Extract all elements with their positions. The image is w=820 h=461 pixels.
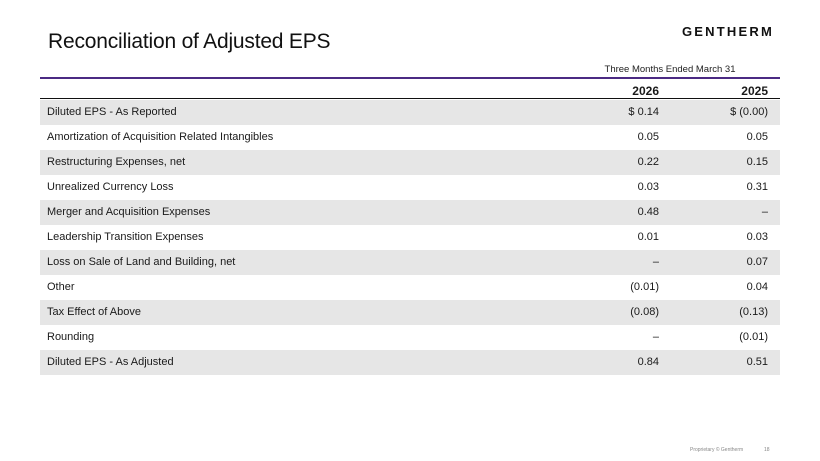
- page-title: Reconciliation of Adjusted EPS: [48, 30, 331, 53]
- value-2026: 0.01: [637, 231, 659, 243]
- row-label: Restructuring Expenses, net: [47, 156, 186, 168]
- row-label: Diluted EPS - As Reported: [47, 106, 177, 118]
- value-2025: 0.03: [746, 231, 768, 243]
- year-header-row: 2026 2025: [40, 84, 780, 98]
- value-2026: $ 0.14: [628, 106, 659, 118]
- value-2026: 0.05: [637, 131, 659, 143]
- value-2025: (0.13): [739, 306, 768, 318]
- table-row: Unrealized Currency Loss 0.03 0.31: [40, 175, 780, 200]
- column-header-2026: 2026: [632, 84, 659, 98]
- value-2025: 0.05: [746, 131, 768, 143]
- table-row: Loss on Sale of Land and Building, net –…: [40, 250, 780, 275]
- row-label: Merger and Acquisition Expenses: [47, 206, 211, 218]
- table-row: Tax Effect of Above (0.08) (0.13): [40, 300, 780, 325]
- period-header: Three Months Ended March 31: [604, 64, 736, 75]
- value-2025: 0.04: [746, 281, 768, 293]
- eps-table: Diluted EPS - As Reported $ 0.14 $ (0.00…: [40, 100, 780, 375]
- row-label: Other: [47, 281, 75, 293]
- row-label: Tax Effect of Above: [47, 306, 141, 318]
- table-row: Restructuring Expenses, net 0.22 0.15: [40, 150, 780, 175]
- value-2025: 0.31: [746, 181, 768, 193]
- table-row: Merger and Acquisition Expenses 0.48 –: [40, 200, 780, 225]
- value-2025: 0.07: [746, 256, 768, 268]
- table-row: Rounding – (0.01): [40, 325, 780, 350]
- gentherm-logo: GENTHERM: [682, 24, 774, 39]
- column-header-rule: [40, 98, 780, 99]
- table-row: Other (0.01) 0.04: [40, 275, 780, 300]
- table-row: Diluted EPS - As Adjusted 0.84 0.51: [40, 350, 780, 375]
- value-2025: (0.01): [739, 331, 768, 343]
- table-row: Amortization of Acquisition Related Inta…: [40, 125, 780, 150]
- value-2026: (0.01): [630, 281, 659, 293]
- value-2026: (0.08): [630, 306, 659, 318]
- row-label: Unrealized Currency Loss: [47, 181, 174, 193]
- value-2026: 0.48: [637, 206, 659, 218]
- value-2025: 0.51: [746, 356, 768, 368]
- value-2025: $ (0.00): [730, 106, 768, 118]
- value-2026: 0.84: [637, 356, 659, 368]
- value-2026: –: [652, 256, 659, 268]
- value-2026: 0.03: [637, 181, 659, 193]
- table-row: Leadership Transition Expenses 0.01 0.03: [40, 225, 780, 250]
- page-number: 18: [764, 447, 770, 453]
- row-label: Leadership Transition Expenses: [47, 231, 204, 243]
- value-2025: –: [761, 206, 768, 218]
- value-2025: 0.15: [746, 156, 768, 168]
- row-label: Diluted EPS - As Adjusted: [47, 356, 174, 368]
- value-2026: –: [652, 331, 659, 343]
- row-label: Rounding: [47, 331, 95, 343]
- value-2026: 0.22: [637, 156, 659, 168]
- row-label: Loss on Sale of Land and Building, net: [47, 256, 236, 268]
- footer-copyright: Proprietary © Gentherm: [690, 447, 744, 453]
- column-header-2025: 2025: [741, 84, 768, 98]
- row-label: Amortization of Acquisition Related Inta…: [47, 131, 274, 143]
- header-rule: [40, 77, 780, 79]
- table-row: Diluted EPS - As Reported $ 0.14 $ (0.00…: [40, 100, 780, 125]
